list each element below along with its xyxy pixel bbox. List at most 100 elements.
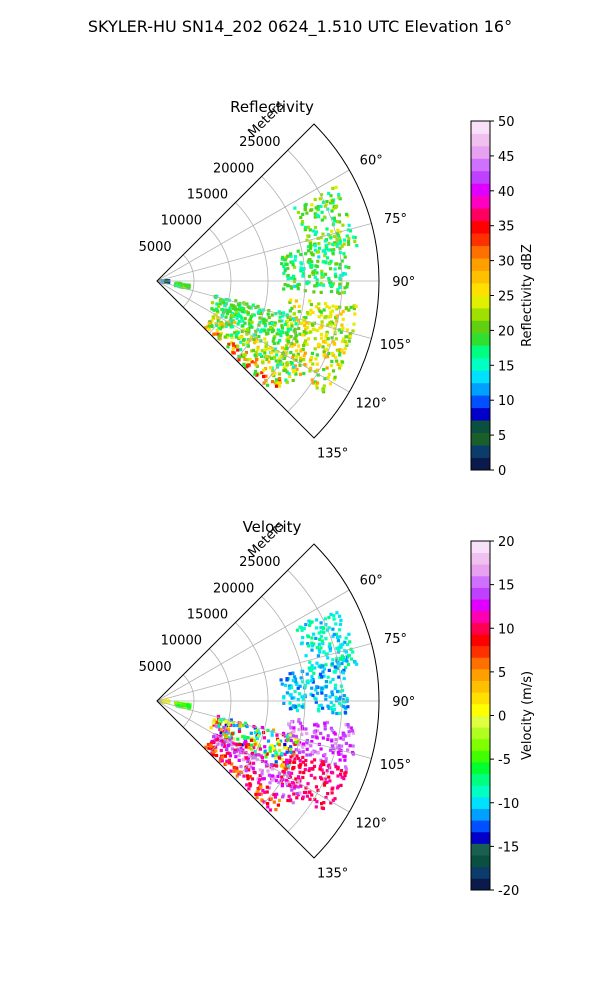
echo-gate [298, 363, 302, 367]
echo-gate [217, 326, 221, 331]
echo-gate [320, 320, 324, 324]
echo-gate [306, 225, 311, 229]
echo-gate [328, 267, 333, 271]
echo-gate [219, 331, 223, 335]
echo-gate [247, 746, 251, 750]
echo-gate [338, 628, 342, 632]
azimuth-tick-label: 75° [384, 632, 407, 647]
echo-gate [321, 641, 325, 646]
echo-gate [342, 694, 346, 698]
echo-gate [318, 283, 322, 287]
echo-gate [324, 332, 329, 336]
echo-gate [240, 335, 244, 339]
radial-tick-label: 25000 [239, 135, 280, 150]
colorbar-segment [471, 610, 490, 623]
echo-gate [320, 272, 324, 276]
echo-gate [266, 312, 270, 316]
echo-gate [303, 208, 307, 212]
echo-gate [267, 773, 271, 777]
echo-gate [290, 781, 294, 785]
echo-gate [242, 342, 246, 347]
echo-gate [222, 298, 226, 302]
echo-gate [315, 800, 319, 804]
echo-gate [344, 636, 348, 640]
echo-gate [258, 768, 262, 772]
echo-gate [314, 380, 318, 384]
echo-gate [264, 341, 268, 345]
azimuth-tick-label: 105° [380, 338, 411, 353]
echo-gate [283, 354, 287, 358]
echo-gate [305, 311, 310, 315]
echo-gate [319, 703, 323, 707]
colorbar-segment [471, 703, 490, 716]
echo-gate [318, 765, 323, 769]
echo-gate [341, 317, 345, 321]
echo-gate [293, 742, 297, 746]
echo-gate [186, 284, 190, 288]
echo-gate [260, 759, 265, 763]
echo-gate [292, 312, 296, 316]
echo-gate [340, 654, 344, 658]
colorbar-tick-label: 20 [498, 535, 515, 550]
azimuth-spoke [156, 169, 350, 282]
echo-gate [256, 753, 260, 757]
echo-gate [315, 618, 319, 622]
echo-gate [307, 321, 311, 326]
echo-gate [286, 334, 290, 338]
echo-gate [326, 792, 330, 796]
echo-gate [181, 283, 185, 287]
echo-gate [259, 330, 263, 334]
panel-title: Velocity [243, 518, 302, 536]
echo-gate [308, 359, 312, 363]
echo-gate [244, 310, 248, 314]
echo-gate [274, 750, 278, 754]
echo-gate [331, 658, 335, 662]
echo-gate [291, 378, 295, 382]
echo-gate [345, 212, 349, 216]
echo-gate [286, 327, 290, 331]
colorbar-tick-label: -10 [498, 797, 519, 812]
echo-gate [218, 718, 222, 722]
echo-gate [248, 357, 252, 362]
colorbar-tick-label: 25 [498, 290, 515, 305]
echo-gate [271, 754, 275, 758]
echo-gate [320, 210, 324, 214]
echo-gate [334, 668, 338, 672]
echo-gate [229, 769, 233, 773]
echo-gate [272, 745, 276, 749]
echo-gate [327, 191, 331, 195]
echo-gate [310, 351, 314, 355]
echo-gate [220, 743, 224, 747]
echo-gate [253, 742, 257, 746]
echo-gate [337, 744, 341, 748]
echo-gate [301, 750, 305, 754]
echo-gate [223, 335, 227, 339]
echo-gate [249, 306, 253, 310]
echo-gate [319, 332, 324, 336]
echo-gate [310, 760, 314, 764]
echo-gate [304, 623, 308, 627]
echo-gate [293, 277, 297, 281]
echo-gate [237, 319, 241, 323]
echo-gate [310, 648, 314, 652]
echo-gate [303, 763, 308, 767]
echo-gate [249, 335, 253, 340]
echo-gate [332, 703, 336, 707]
echo-gate [254, 350, 258, 354]
echo-gate [231, 342, 235, 346]
echo-gate [212, 740, 216, 745]
colorbar-label: Velocity (m/s) [520, 671, 535, 760]
echo-gate [298, 759, 302, 763]
echo-gate [301, 212, 305, 216]
echo-gate [319, 310, 323, 314]
echo-gate [233, 766, 237, 770]
echo-gate [242, 328, 246, 332]
colorbar-tick-label: -15 [498, 840, 519, 855]
echo-gate [212, 332, 216, 336]
echo-gate [177, 284, 181, 288]
echo-gate [245, 332, 249, 336]
echo-gate [346, 662, 351, 667]
echo-gate [294, 322, 298, 326]
echo-gate [270, 744, 274, 748]
echo-gate [293, 337, 297, 341]
